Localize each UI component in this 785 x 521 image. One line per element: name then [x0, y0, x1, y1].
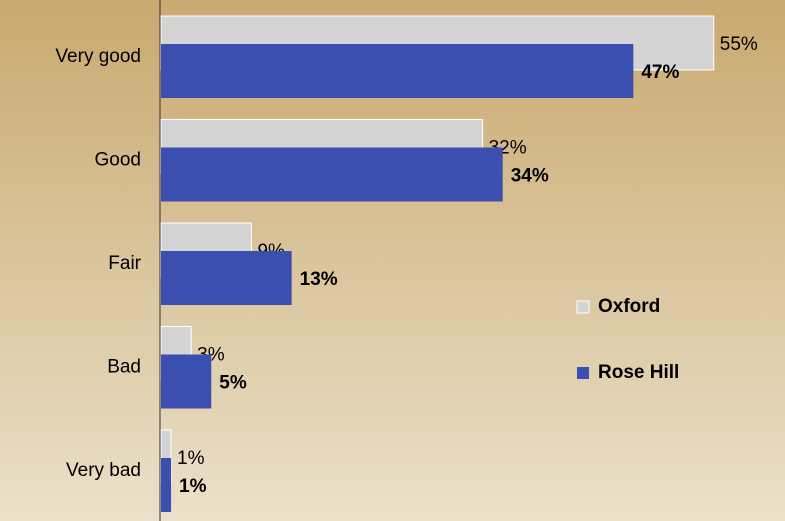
bar	[161, 251, 292, 305]
category-label: Very bad	[66, 460, 141, 481]
value-label: 47%	[641, 62, 679, 83]
plot: Very good55%47%Good32%34%Fair9%13%Bad3%5…	[55, 15, 758, 512]
value-label: 1%	[177, 448, 205, 469]
value-label: 55%	[720, 34, 758, 55]
category-label: Good	[95, 150, 141, 171]
legend-swatch	[576, 300, 590, 314]
category-label: Fair	[108, 253, 141, 274]
bar	[161, 458, 172, 512]
value-label: 13%	[300, 269, 338, 290]
category-label: Bad	[107, 357, 141, 378]
value-label: 5%	[219, 373, 247, 394]
bar	[161, 147, 503, 202]
value-label: 34%	[511, 166, 549, 187]
value-label: 1%	[179, 476, 207, 497]
bar	[161, 44, 634, 98]
legend-swatch	[577, 367, 589, 379]
category-label: Very good	[55, 46, 141, 67]
bar	[161, 354, 212, 409]
legend-label: Oxford	[598, 296, 660, 317]
legend-label: Rose Hill	[598, 362, 679, 383]
